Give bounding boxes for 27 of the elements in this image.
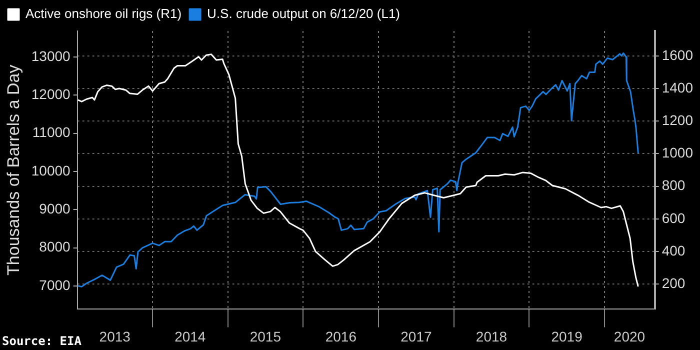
y-tick-label: 10000	[31, 162, 71, 178]
y2-tick-label: 400	[662, 242, 686, 258]
y-tick-label: 11000	[32, 124, 71, 140]
legend-label: U.S. crude output on 6/12/20 (L1)	[207, 6, 400, 22]
legend-label: Active onshore oil rigs (R1)	[26, 6, 182, 22]
y2-tick-label: 800	[662, 177, 686, 194]
y2-tick-label: 1200	[662, 112, 694, 128]
x-tick-label: 2018	[476, 328, 508, 344]
x-tick-label: 2017	[400, 328, 432, 344]
y2-tick-label: 600	[662, 210, 686, 226]
x-tick-label: 2020	[614, 328, 646, 344]
y-tick-label: 12000	[31, 86, 71, 102]
y-axis-title: Thousands of Barrels a Day	[4, 64, 23, 276]
y2-tick-label: 1600	[662, 46, 694, 63]
y-tick-label: 13000	[31, 48, 71, 64]
x-tick-label: 2013	[99, 328, 131, 344]
y2-tick-label: 1000	[662, 144, 694, 161]
x-tick-label: 2015	[250, 328, 282, 344]
x-tick-label: 2014	[174, 328, 206, 344]
x-tick-label: 2016	[325, 328, 357, 344]
y2-tick-label: 200	[662, 274, 686, 291]
y-tick-label: 8000	[39, 238, 71, 255]
x-tick-label: 2019	[551, 328, 583, 344]
y-tick-label: 9000	[39, 200, 71, 216]
y-tick-label: 7000	[39, 276, 71, 293]
source-note: Source: EIA	[2, 334, 82, 348]
y2-tick-label: 1400	[662, 79, 694, 96]
